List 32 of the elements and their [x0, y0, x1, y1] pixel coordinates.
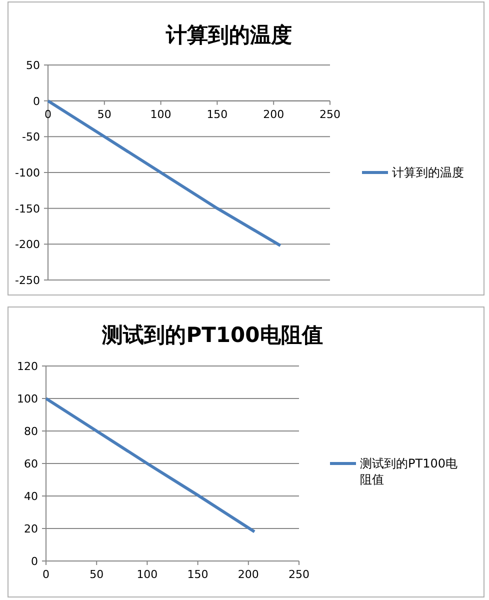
- y-tick-label: -250: [15, 274, 40, 287]
- y-tick-label: 80: [24, 425, 38, 438]
- chart-title: 测试到的PT100电阻值: [101, 323, 323, 347]
- line-series: [44, 397, 256, 534]
- y-tick-label: 50: [26, 59, 40, 72]
- y-tick-label: 100: [17, 392, 38, 406]
- y-tick-label: 20: [24, 522, 38, 536]
- x-tick-label: 200: [263, 108, 284, 121]
- y-tick-label: 40: [24, 490, 38, 503]
- legend-label: 测试到的PT100电阻值: [360, 456, 458, 486]
- x-tick-label: 150: [187, 568, 208, 581]
- y-tick-label: 120: [17, 360, 38, 373]
- x-tick-label: 0: [42, 568, 50, 581]
- x-tick-label: 250: [320, 108, 340, 121]
- x-tick-label: 50: [90, 568, 104, 581]
- y-tick-label: -150: [15, 202, 40, 216]
- legend-label: 计算到的温度: [392, 166, 464, 180]
- y-tick-label: 60: [24, 458, 38, 470]
- y-tick-label: -100: [15, 166, 40, 180]
- x-tick-label: 200: [238, 568, 259, 581]
- x-tick-label: 100: [136, 568, 158, 581]
- x-tick-label: 50: [97, 108, 112, 121]
- x-tick-label: 150: [206, 108, 228, 121]
- chart-title: 计算到的温度: [165, 23, 292, 47]
- x-tick-label: 100: [150, 108, 172, 121]
- line-series: [46, 99, 282, 248]
- x-tick-label: 0: [44, 108, 52, 121]
- y-tick-label: 0: [33, 94, 40, 108]
- y-tick-label: 0: [31, 555, 38, 568]
- y-tick-label: -200: [15, 238, 40, 252]
- x-tick-label: 250: [288, 568, 310, 581]
- y-tick-label: -50: [22, 130, 40, 144]
